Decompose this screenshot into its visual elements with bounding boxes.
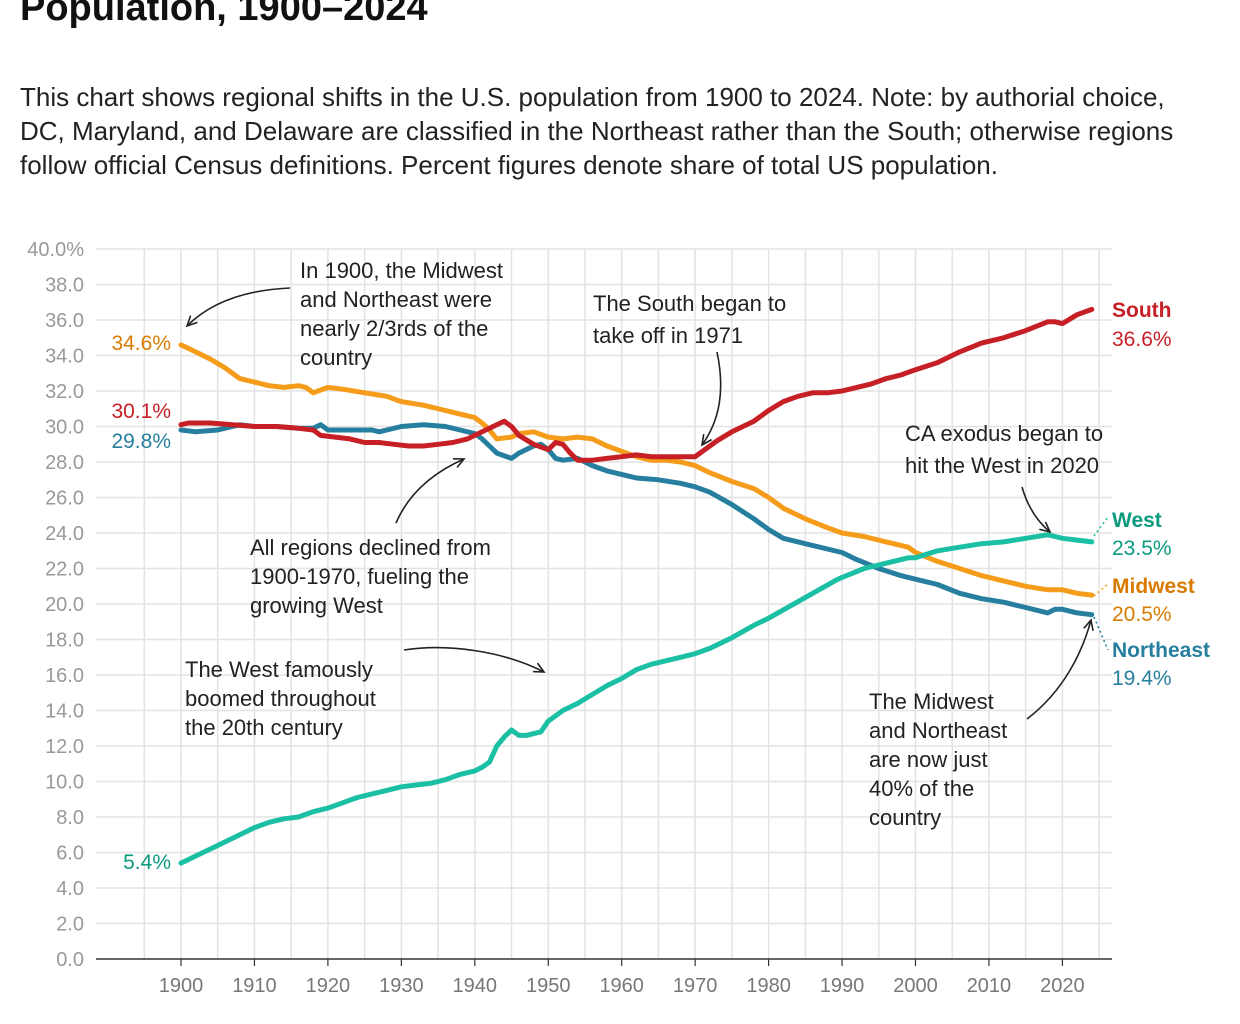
series-labels: 34.6% Midwest 20.5% 30.1% South 36.6% 29.8% Nor… xyxy=(111,299,1210,874)
arrow-ca-exodus xyxy=(1021,486,1051,533)
start-label-midwest: 34.6% xyxy=(111,332,171,355)
y-tick-label: 22.0 xyxy=(45,559,84,581)
y-tick-label: 20.0 xyxy=(45,594,84,616)
annotation-midwest-northeast-now: The Midwest and Northeast are now just 40% … xyxy=(869,689,1007,830)
x-tick-label: 1960 xyxy=(599,975,644,997)
series-line-northeast xyxy=(178,422,1095,618)
y-tick-label: 34.0 xyxy=(45,346,84,368)
series-line-midwest xyxy=(178,342,1095,598)
x-tick-label: 1990 xyxy=(820,975,865,997)
end-leader-northeast xyxy=(1093,616,1109,651)
chart-subtitle: This chart shows regional shifts in the … xyxy=(20,82,1174,180)
arrow-west-boomed-head xyxy=(532,662,546,673)
arrow-1900-head xyxy=(185,315,198,328)
end-name-midwest: Midwest xyxy=(1112,575,1195,598)
x-tick-label: 1970 xyxy=(673,975,718,997)
arrow-south-takeoff-head xyxy=(700,434,712,447)
start-label-south: 30.1% xyxy=(111,400,171,423)
end-name-west: West xyxy=(1112,509,1162,532)
y-tick-label: 10.0 xyxy=(45,772,84,794)
arrow-ca-exodus-head xyxy=(1039,521,1052,534)
y-tick-label: 4.0 xyxy=(56,878,84,900)
annotation-regions-declined: All regions declined from 1900-1970, fuel… xyxy=(250,535,491,618)
arrow-south-takeoff xyxy=(701,351,722,446)
start-label-northeast: 29.8% xyxy=(111,430,171,453)
x-tick-label: 1910 xyxy=(232,975,277,997)
arrow-1900 xyxy=(186,287,291,327)
y-tick-label: 28.0 xyxy=(45,452,84,474)
annotation-south-takeoff: The South began to take off in 1971 xyxy=(593,291,786,348)
y-tick-label: 38.0 xyxy=(45,275,84,297)
y-tick-label: 40.0% xyxy=(27,239,84,261)
end-value-midwest: 20.5% xyxy=(1112,603,1172,626)
end-value-northeast: 19.4% xyxy=(1112,667,1172,690)
x-tick-label: 1920 xyxy=(306,975,351,997)
y-tick-label: 12.0 xyxy=(45,736,84,758)
y-tick-label: 24.0 xyxy=(45,523,84,545)
x-tick-label: 1950 xyxy=(526,975,571,997)
y-tick-label: 6.0 xyxy=(56,843,84,865)
end-name-northeast: Northeast xyxy=(1112,639,1210,662)
y-tick-label: 14.0 xyxy=(45,701,84,723)
y-tick-label: 36.0 xyxy=(45,310,84,332)
series-line-south xyxy=(178,306,1095,463)
arrow-west-boomed xyxy=(403,646,545,673)
y-axis-ticks: 40.0% 38.0 36.0 34.0 32.0 30.0 28.0 26.0 24.0 22.… xyxy=(27,239,84,971)
x-tick-label: 1900 xyxy=(159,975,204,997)
end-name-south: South xyxy=(1112,299,1171,322)
x-tick-label: 2020 xyxy=(1040,975,1085,997)
series-line-west xyxy=(178,532,1095,866)
arrow-regions-declined-head xyxy=(452,458,466,469)
end-value-west: 23.5% xyxy=(1112,537,1172,560)
annotation-west-boomed: The West famously boomed throughout the 20… xyxy=(185,657,376,740)
gridlines xyxy=(96,248,1112,959)
y-tick-label: 32.0 xyxy=(45,381,84,403)
y-tick-label: 16.0 xyxy=(45,665,84,687)
x-axis-ticks: 1900 1910 1920 1930 1940 1950 1960 1970 1980 1990… xyxy=(159,959,1085,997)
y-tick-label: 8.0 xyxy=(56,807,84,829)
arrow-midwest-northeast-now-head xyxy=(1083,618,1094,631)
annotation-1900: In 1900, the Midwest and Northeast were ne… xyxy=(300,258,503,370)
x-tick-label: 1930 xyxy=(379,975,424,997)
x-tick-label: 2000 xyxy=(893,975,938,997)
x-tick-label: 1940 xyxy=(453,975,498,997)
annotations: In 1900, the Midwest and Northeast were ne… xyxy=(185,258,1103,830)
y-tick-label: 2.0 xyxy=(56,914,84,936)
arrow-regions-declined xyxy=(395,458,465,524)
y-tick-label: 18.0 xyxy=(45,630,84,652)
y-tick-label: 0.0 xyxy=(56,949,84,971)
x-tick-label: 2010 xyxy=(967,975,1012,997)
series-lines xyxy=(178,306,1095,866)
arrow-midwest-northeast-now xyxy=(1026,619,1092,720)
annotation-ca-exodus: CA exodus began to hit the West in 2020 xyxy=(905,421,1103,478)
y-tick-label: 30.0 xyxy=(45,417,84,439)
end-leader-midwest xyxy=(1093,583,1109,597)
end-value-south: 36.6% xyxy=(1112,328,1172,351)
x-tick-label: 1980 xyxy=(746,975,791,997)
start-label-west: 5.4% xyxy=(123,851,171,874)
chart-title: Population, 1900–2024 xyxy=(20,0,428,29)
end-leader-west xyxy=(1093,516,1109,537)
y-tick-label: 26.0 xyxy=(45,488,84,510)
